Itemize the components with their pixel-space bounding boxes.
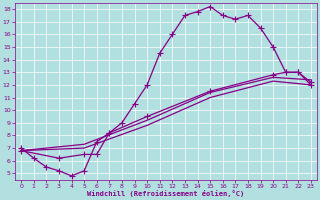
X-axis label: Windchill (Refroidissement éolien,°C): Windchill (Refroidissement éolien,°C) bbox=[87, 190, 245, 197]
